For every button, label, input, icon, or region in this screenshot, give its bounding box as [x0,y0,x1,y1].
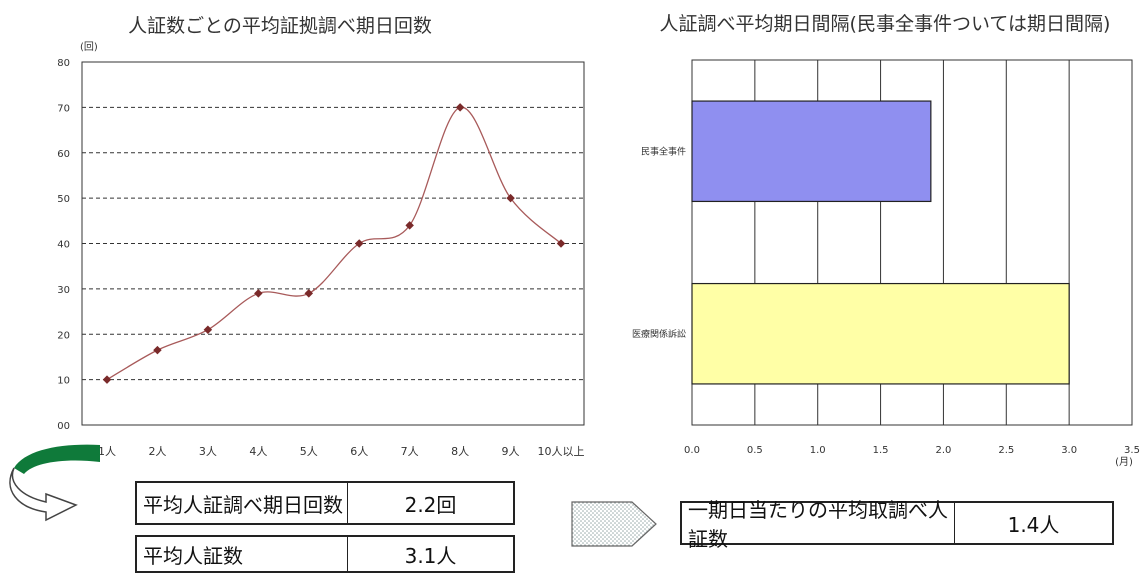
x-tick-label: 3.0 [1061,445,1077,456]
dotted-arrow-icon [571,501,657,547]
data-point [153,345,162,355]
line-chart: 人証数ごとの平均証拠調べ期日回数 (回) 001020304050607080 … [57,15,585,458]
x-tick-label: 1.5 [873,445,889,456]
summary-table-per-session: 一期日当たりの平均取調べ人証数 1.4人 [680,498,1114,551]
series-points [102,103,566,384]
x-tick-label: 1.0 [810,445,826,456]
x-tick-label: 0.5 [747,445,763,456]
y-tick-label: 30 [57,285,70,296]
bar-chart-x-unit: (月) [1115,456,1133,468]
x-tick-label: 2.5 [998,445,1014,456]
summary-label: 平均人証調べ期日回数 [137,483,348,523]
y-tick-label: 10 [57,376,70,387]
y-tick-label: 40 [57,240,70,251]
x-tick-label: 10人以上 [538,445,585,458]
data-point [304,289,314,298]
line-chart-y-unit: (回) [80,41,98,53]
x-tick-label: 3人 [199,445,217,458]
line-chart-plot-area [81,61,585,426]
x-tick-label: 9人 [502,445,520,458]
summary-value: 3.1人 [404,543,457,568]
summary-value: 2.2回 [404,492,457,517]
y-tick-label: 70 [57,103,70,114]
y-tick-label: 50 [57,194,70,205]
bar [691,282,1070,385]
category-label: 民事全事件 [641,145,686,157]
y-tick-label: 80 [57,58,70,69]
data-point [102,375,112,384]
bar-chart-x-ticks: 0.0 0.5 1.0 1.5 2.0 2.5 3.0 3.5 [684,445,1140,456]
y-tick-label: 20 [57,330,70,341]
x-tick-label: 2.0 [935,445,951,456]
x-tick-label: 7人 [401,445,419,458]
category-label: 医療関係訴訟 [632,328,686,340]
x-tick-label: 1人 [98,445,116,458]
x-tick-label: 3.5 [1124,445,1140,456]
x-tick-label: 4人 [249,445,267,458]
x-tick-label: 0.0 [684,445,700,456]
x-tick-label: 8人 [451,445,469,458]
line-chart-x-ticks: 1人 2人 3人 4人 5人 6人 7人 8人 9人 10人以上 [98,445,585,458]
data-point [203,325,213,334]
summary-table-avg-witnesses: 平均人証数 3.1人 [135,535,515,573]
data-point [405,221,414,230]
bar-chart-title: 人証調べ平均期日間隔(民事全事件ついては期日間隔) [660,13,1111,35]
bar [691,100,932,203]
curved-arrow-icon [9,444,100,522]
x-tick-label: 5人 [300,445,318,458]
line-chart-y-ticks: 00 10 20 30 40 50 60 70 80 [57,58,70,432]
bar-chart-bars [691,100,1070,385]
data-point [354,239,364,248]
summary-value: 1.4人 [1007,512,1060,537]
x-tick-label: 6人 [350,445,368,458]
x-tick-label: 2人 [148,445,166,458]
summary-label: 一期日当たりの平均取調べ人証数 [682,498,955,551]
y-tick-label: 60 [57,149,70,160]
line-chart-title: 人証数ごとの平均証拠調べ期日回数 [128,15,432,37]
summary-label: 平均人証数 [137,537,348,571]
data-point [455,103,465,112]
summary-table-avg-sessions: 平均人証調べ期日回数 2.2回 [135,481,515,525]
y-tick-label: 00 [57,421,70,432]
